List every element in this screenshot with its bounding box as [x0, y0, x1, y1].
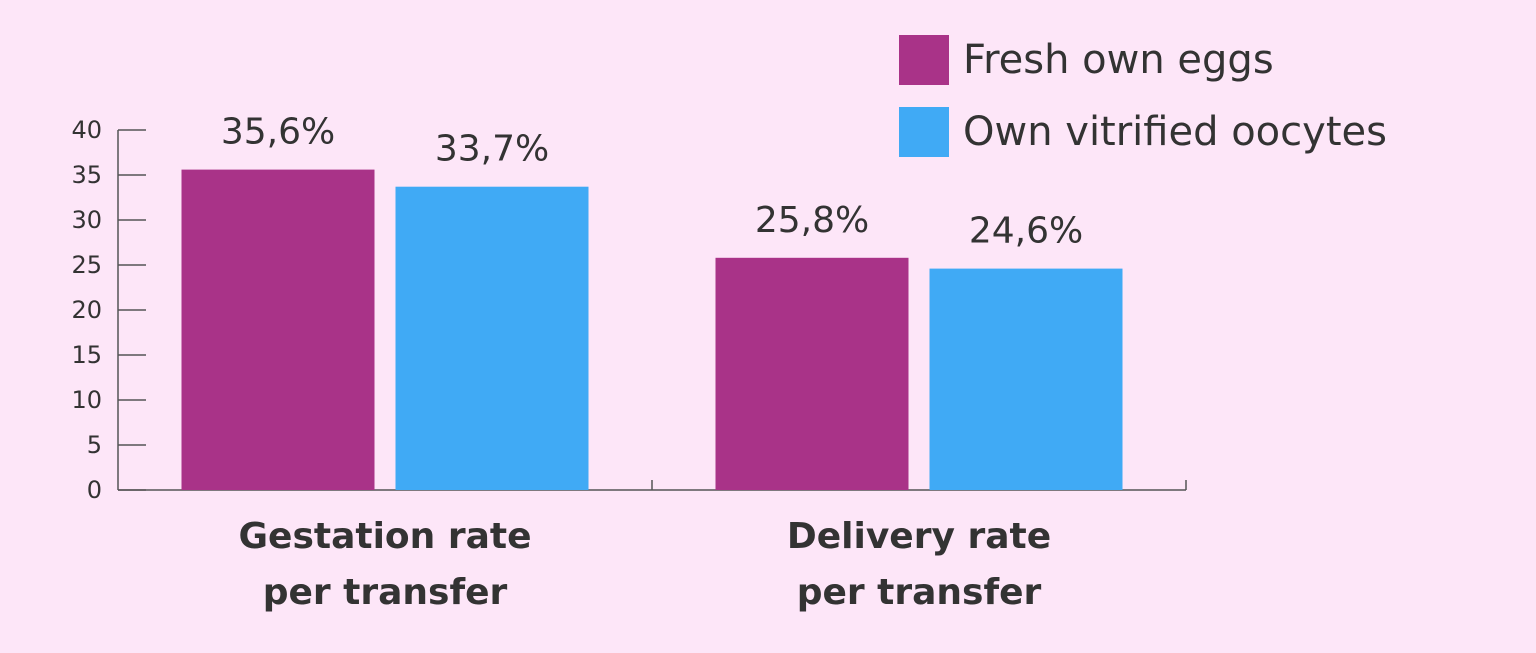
- category-label: per transfer: [263, 572, 508, 613]
- y-tick-label: 20: [71, 296, 102, 324]
- legend-swatch: [899, 107, 949, 157]
- legend-label: Own vitrified oocytes: [963, 109, 1387, 155]
- axes: 0 5 10 15 20 25 30 35 40: [71, 116, 1187, 504]
- bar-fresh-1: [715, 257, 909, 490]
- category-label: Delivery rate: [787, 516, 1051, 557]
- legend-label: Fresh own eggs: [963, 37, 1274, 83]
- y-tick-label: 10: [71, 386, 102, 414]
- data-label: 33,7%: [435, 129, 549, 170]
- y-tick-label: 35: [71, 161, 102, 189]
- y-tick-label: 30: [71, 206, 102, 234]
- y-tick-label: 40: [71, 116, 102, 144]
- data-label: 35,6%: [221, 112, 335, 153]
- legend-swatch: [899, 35, 949, 85]
- legend: Fresh own eggs Own vitrified oocytes: [899, 35, 1387, 157]
- y-tick-label: 25: [71, 251, 102, 279]
- bars: [181, 169, 1123, 490]
- bar-fresh-0: [181, 169, 375, 490]
- data-label: 25,8%: [755, 200, 869, 241]
- data-label: 24,6%: [969, 211, 1083, 252]
- labels: 35,6% 33,7% Gestation rate per transfer 25,8…: [221, 112, 1083, 613]
- y-tick-label: 15: [71, 341, 102, 369]
- y-tick-label: 0: [87, 476, 102, 504]
- bar-vitrified-0: [395, 186, 589, 490]
- category-label: Gestation rate: [238, 516, 531, 557]
- y-tick-label: 5: [87, 431, 102, 459]
- category-label: per transfer: [797, 572, 1042, 613]
- bar-vitrified-1: [929, 268, 1123, 490]
